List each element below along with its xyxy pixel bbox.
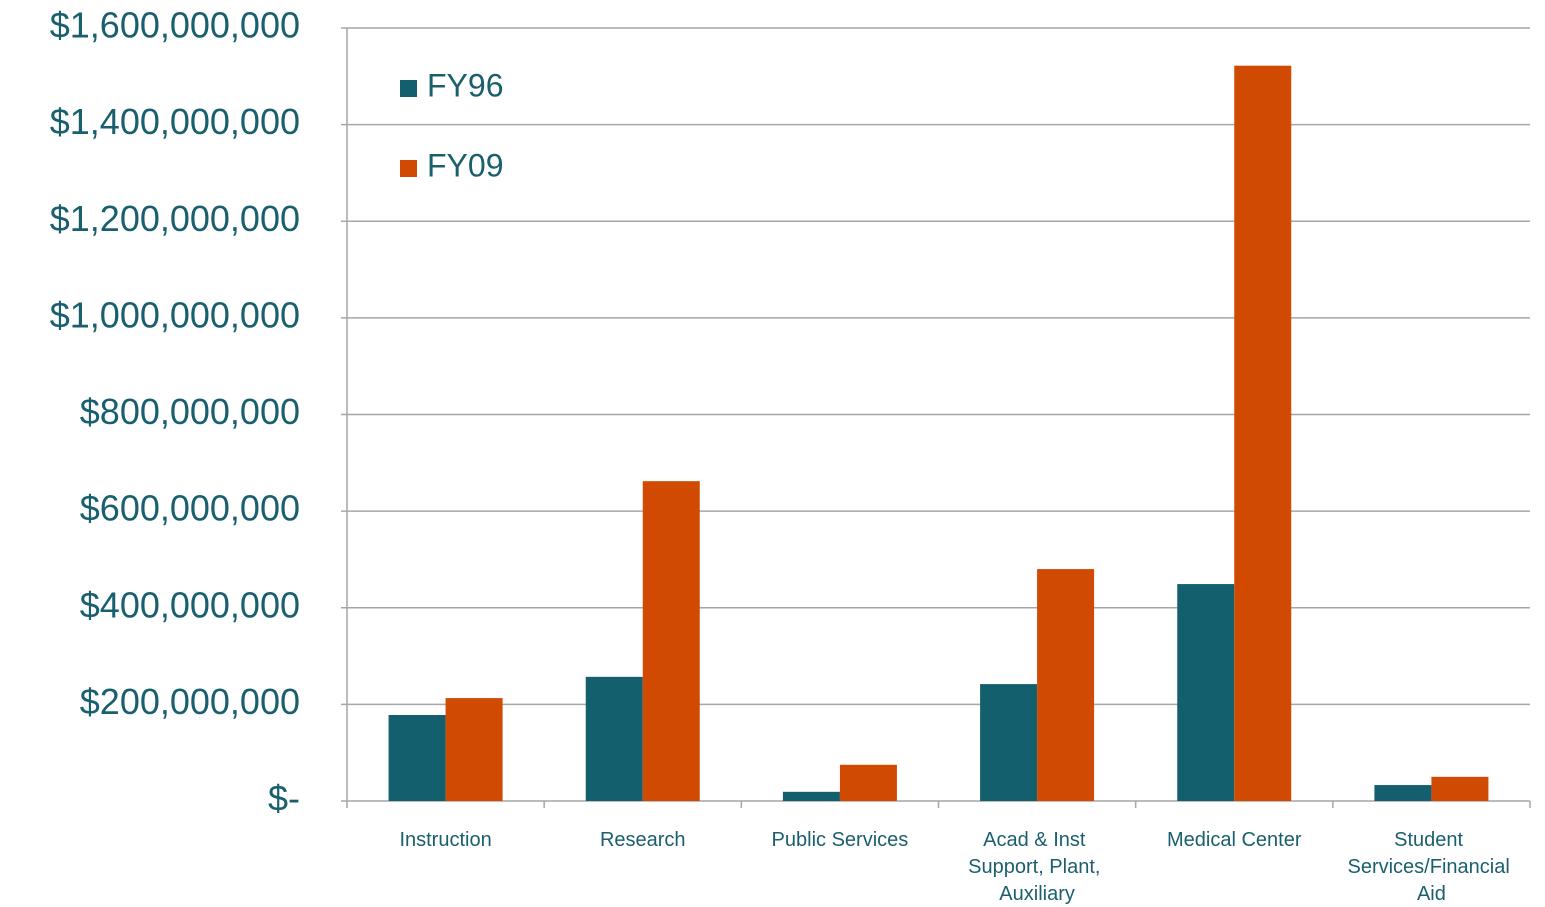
bar xyxy=(1037,569,1095,801)
y-tick-label: $200,000,000 xyxy=(80,681,300,722)
bar xyxy=(445,698,503,801)
legend-label: FY96 xyxy=(427,67,503,103)
x-tick-label: Student Services/Financial Aid xyxy=(1347,829,1515,905)
x-tick-label: Medical Center xyxy=(1167,829,1302,851)
x-tick-label: Public Services xyxy=(772,829,909,851)
bar xyxy=(1374,785,1432,801)
bar xyxy=(642,481,700,801)
y-tick-label: $- xyxy=(268,778,300,819)
y-tick-label: $1,200,000,000 xyxy=(50,198,300,239)
y-tick-label: $1,400,000,000 xyxy=(50,101,300,142)
legend-label: FY09 xyxy=(427,147,503,183)
y-tick-label: $400,000,000 xyxy=(80,584,300,625)
bar xyxy=(1431,776,1489,801)
legend-swatch xyxy=(400,80,417,97)
x-tick-label: Acad & Inst Support, Plant, Auxiliary xyxy=(968,829,1106,905)
y-tick-label: $1,000,000,000 xyxy=(50,294,300,335)
bar xyxy=(1177,584,1235,801)
bar xyxy=(782,791,840,801)
bar xyxy=(1234,65,1292,802)
x-tick-label: Research xyxy=(600,829,686,851)
y-tick-label: $800,000,000 xyxy=(80,391,300,432)
y-tick-label: $1,600,000,000 xyxy=(50,5,300,46)
bar xyxy=(388,715,446,801)
y-tick-label: $600,000,000 xyxy=(80,488,300,529)
legend-swatch xyxy=(400,160,417,177)
x-tick-label: Instruction xyxy=(399,829,491,851)
bar xyxy=(980,684,1038,801)
bar xyxy=(839,764,897,801)
bar xyxy=(585,676,643,801)
